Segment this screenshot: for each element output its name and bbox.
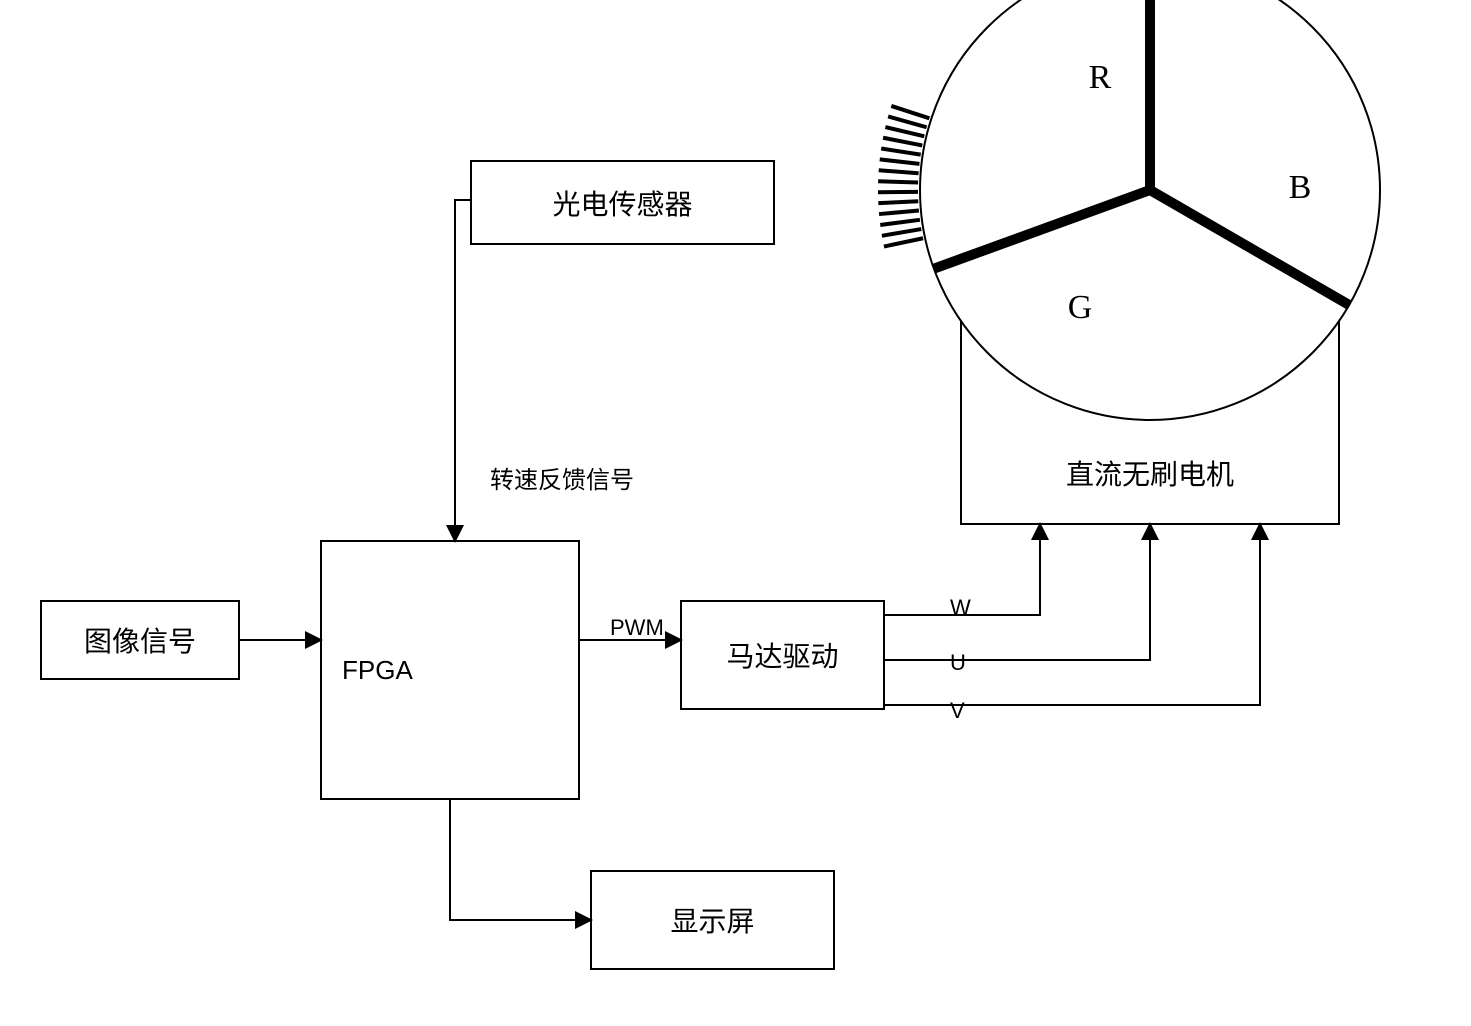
- label-fpga: FPGA: [342, 655, 413, 686]
- box-display: 显示屏: [590, 870, 835, 970]
- label-feedback: 转速反馈信号: [490, 460, 634, 495]
- box-motor: 直流无刷电机: [960, 185, 1340, 525]
- label-pwm: PWM: [610, 615, 664, 641]
- label-u: U: [950, 650, 966, 676]
- label-image-signal: 图像信号: [84, 620, 196, 660]
- box-sensor: 光电传感器: [470, 160, 775, 245]
- svg-text:R: R: [1089, 59, 1112, 96]
- label-w: W: [950, 595, 971, 621]
- diagram-canvas: 图像信号 FPGA 光电传感器 马达驱动 直流无刷电机 显示屏 转速反馈信号 P…: [0, 0, 1471, 1026]
- label-motor: 直流无刷电机: [1066, 453, 1234, 493]
- label-motor-drive: 马达驱动: [726, 635, 838, 675]
- label-v: V: [950, 698, 965, 724]
- label-sensor: 光电传感器: [552, 183, 692, 223]
- label-display: 显示屏: [670, 900, 754, 940]
- box-motor-drive: 马达驱动: [680, 600, 885, 710]
- box-fpga: FPGA: [320, 540, 580, 800]
- box-image-signal: 图像信号: [40, 600, 240, 680]
